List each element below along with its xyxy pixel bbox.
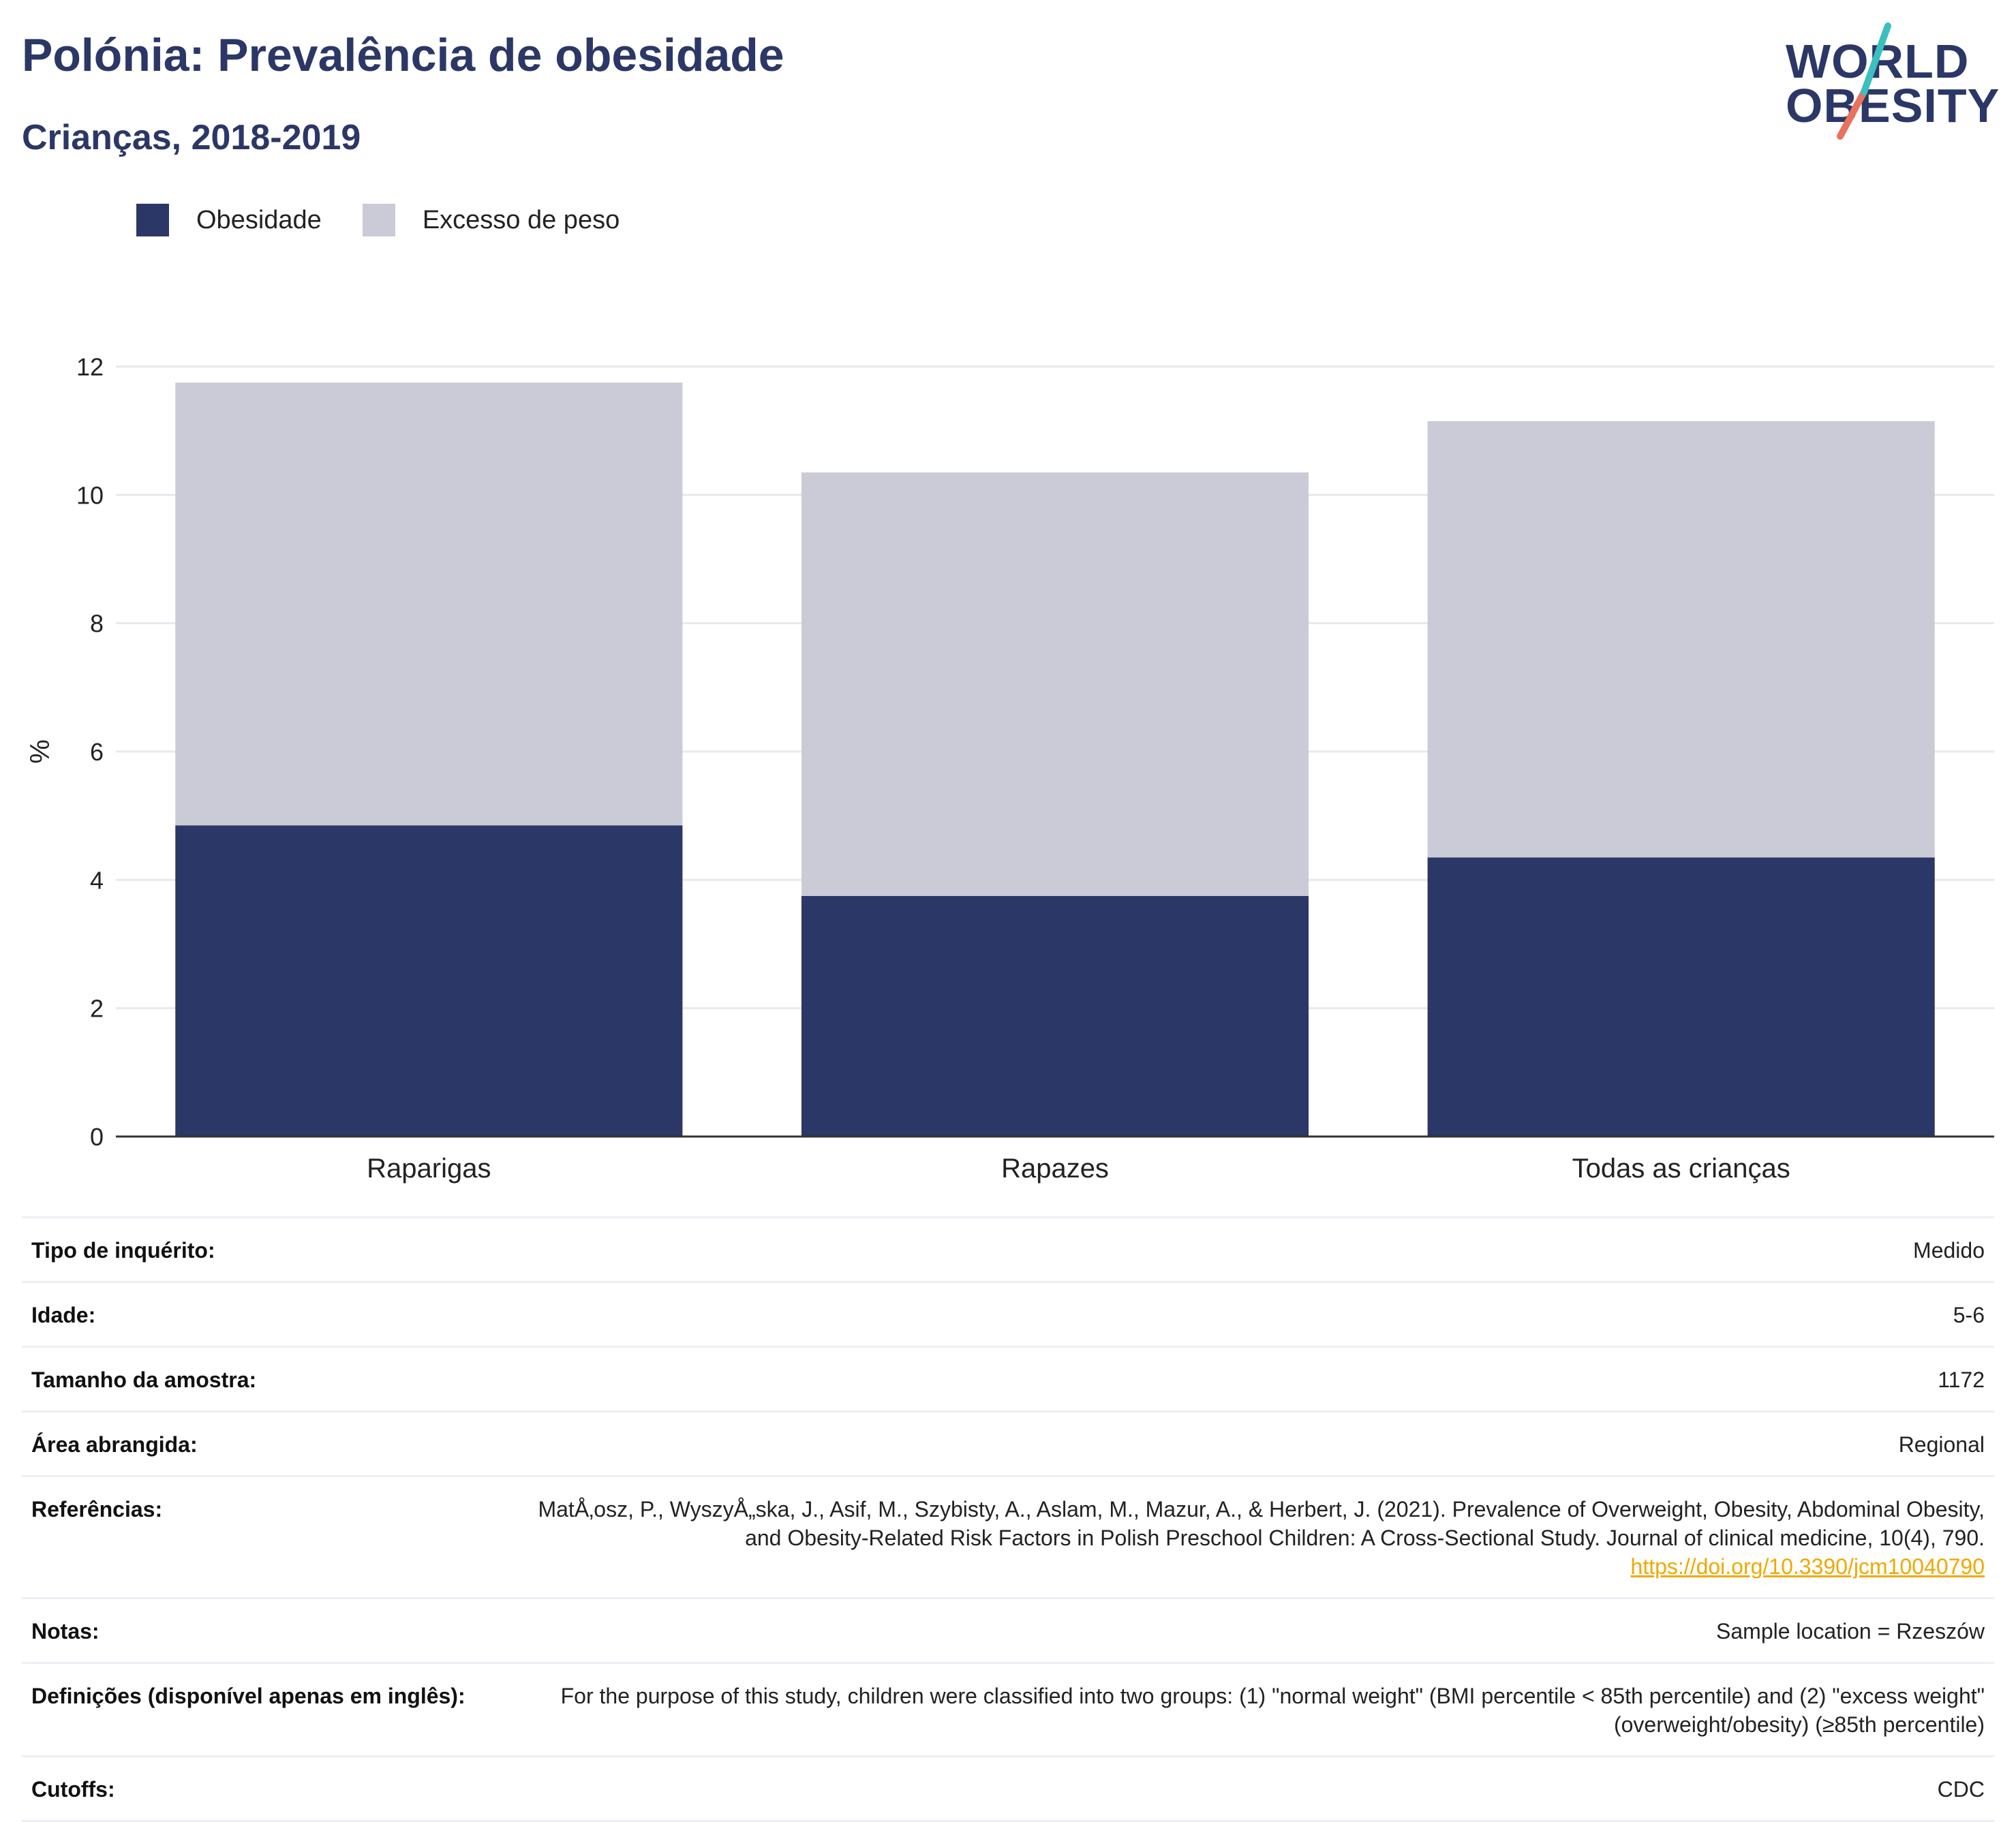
info-value: Regional	[1898, 1432, 1985, 1457]
info-row-survey-type: Tipo de inquérito: Medido	[22, 1216, 1994, 1281]
chart-subtitle: Crianças, 2018-2019	[22, 118, 361, 157]
info-row-notes: Notas: Sample location = Rzeszów	[22, 1597, 1994, 1662]
logo-slash-icon	[1837, 22, 1891, 140]
y-tick-label: 6	[90, 738, 104, 766]
info-row-cutoffs: Cutoffs: CDC	[22, 1755, 1994, 1822]
info-row-age: Idade: 5-6	[22, 1281, 1994, 1346]
y-tick-label: 8	[90, 610, 104, 638]
reference-doi-link[interactable]: https://doi.org/10.3390/jcm10040790	[1630, 1554, 1985, 1579]
info-label: Notas:	[31, 1619, 100, 1643]
bar-chart: 0 2 4 6 8 10 12% Raparigas Rapazes Todas as crian…	[25, 353, 1994, 1184]
info-value: For the purpose of this study, children …	[560, 1684, 1985, 1737]
x-tick-label: Rapazes	[1001, 1154, 1109, 1184]
info-label: Cutoffs:	[31, 1777, 115, 1802]
y-tick-label: 12	[76, 353, 104, 381]
chart-title: Polónia: Prevalência de obesidade	[22, 29, 784, 81]
bar-obesity	[801, 895, 1309, 1137]
legend-item-obesity[interactable]: Obesidade	[136, 204, 322, 236]
legend-item-overweight[interactable]: Excesso de peso	[362, 204, 620, 236]
logo-text-line2: OBESITY	[1786, 79, 2000, 132]
study-info-table: Tipo de inquérito: Medido Idade: 5-6 Tam…	[22, 1216, 1994, 1822]
info-row-area: Área abrangida: Regional	[22, 1410, 1994, 1475]
chart-legend: Obesidade Excesso de peso	[136, 203, 660, 237]
info-row-definitions: Definições (disponível apenas em inglês)…	[22, 1662, 1994, 1755]
legend-swatch-overweight	[362, 204, 395, 236]
bar-overweight	[1427, 421, 1935, 858]
x-tick-label: Todas as crianças	[1572, 1154, 1790, 1184]
info-label: Definições (disponível apenas em inglês)…	[31, 1684, 465, 1708]
info-label: Idade:	[31, 1303, 96, 1327]
y-tick-label: 4	[90, 866, 104, 894]
y-axis-label: %	[25, 739, 55, 764]
legend-label-obesity: Obesidade	[196, 205, 322, 234]
y-tick-label: 10	[76, 481, 104, 509]
info-value: 1172	[1938, 1368, 1985, 1392]
reference-text: MatÅ‚osz, P., WyszyÅ„ska, J., Asif, M., …	[538, 1497, 1985, 1550]
info-label: Referências:	[31, 1497, 163, 1522]
x-tick-label: Raparigas	[367, 1154, 491, 1184]
info-label: Tamanho da amostra:	[31, 1368, 257, 1392]
bar-obesity	[1427, 857, 1935, 1137]
y-tick-label: 2	[90, 995, 104, 1023]
world-obesity-logo: WORLD OBESITY	[1779, 20, 2004, 143]
info-value: 5-6	[1953, 1303, 1985, 1327]
info-value: Medido	[1913, 1238, 1985, 1263]
info-label: Tipo de inquérito:	[31, 1238, 215, 1263]
info-value-reference: MatÅ‚osz, P., WyszyÅ„ska, J., Asif, M., …	[513, 1495, 1985, 1581]
bar-overweight	[175, 382, 683, 826]
info-value: Sample location = Rzeszów	[1716, 1619, 1985, 1643]
bar-obesity	[175, 825, 683, 1137]
info-row-references: Referências: MatÅ‚osz, P., WyszyÅ„ska, J…	[22, 1475, 1994, 1597]
info-row-sample-size: Tamanho da amostra: 1172	[22, 1346, 1994, 1410]
info-label: Área abrangida:	[31, 1432, 198, 1457]
legend-swatch-obesity	[136, 204, 169, 236]
y-tick-label: 0	[90, 1123, 104, 1151]
bar-overweight	[801, 472, 1309, 896]
legend-label-overweight: Excesso de peso	[422, 205, 620, 234]
info-value: CDC	[1937, 1777, 1985, 1802]
